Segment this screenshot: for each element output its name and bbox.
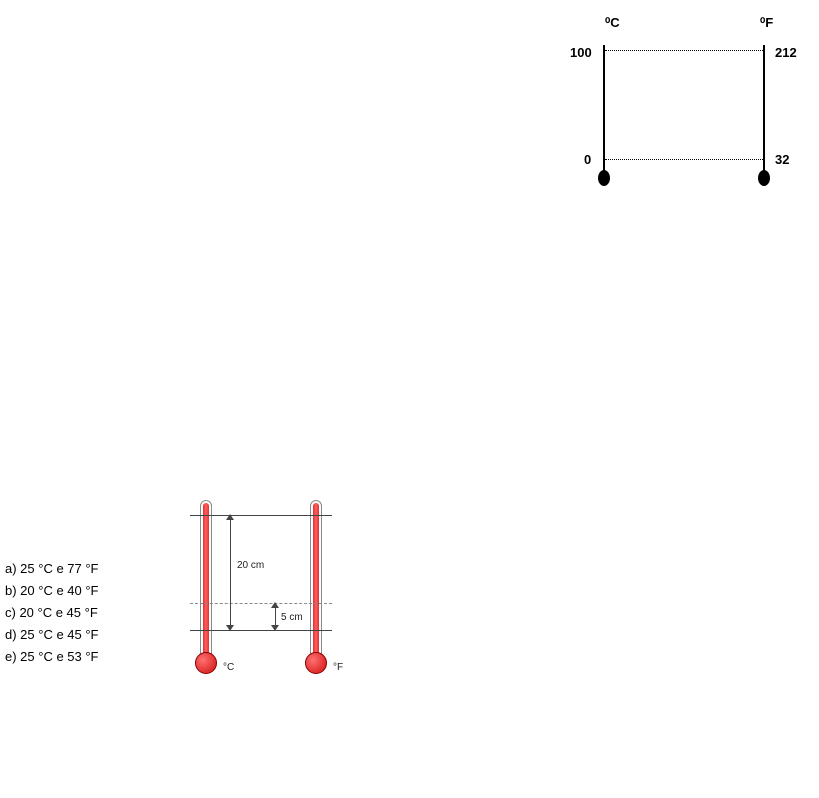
top-reference-line xyxy=(605,50,763,51)
thermometer-question-block: a) 25 °C e 77 °F b) 20 °C e 40 °F c) 20 … xyxy=(5,530,405,720)
fahrenheit-stem xyxy=(763,45,765,180)
fahrenheit-bulb xyxy=(758,170,770,186)
option-b: b) 20 °C e 40 °F xyxy=(5,580,99,602)
fahrenheit-unit-label: ⁰F xyxy=(760,15,773,31)
celsius-top-value: 100 xyxy=(570,45,592,60)
celsius-bulb xyxy=(598,170,610,186)
celsius-fahrenheit-scale-diagram: ⁰C ⁰F 100 0 212 32 xyxy=(570,15,800,195)
total-measure-line xyxy=(230,518,231,628)
fahrenheit-bottom-value: 32 xyxy=(775,152,789,167)
bottom-solid-line xyxy=(190,630,332,631)
option-a: a) 25 °C e 77 °F xyxy=(5,558,99,580)
fahrenheit-top-value: 212 xyxy=(775,45,797,60)
partial-measure-label: 5 cm xyxy=(281,612,303,623)
partial-measure-arrow-down xyxy=(271,625,279,631)
total-measure-arrow-up xyxy=(226,514,234,520)
total-measure-label: 20 cm xyxy=(237,560,264,571)
bottom-reference-line xyxy=(605,159,763,160)
fahrenheit-bulb-red xyxy=(305,652,327,674)
celsius-unit-label: ⁰C xyxy=(605,15,620,31)
celsius-fill xyxy=(203,503,209,660)
fahrenheit-fill xyxy=(313,503,319,660)
celsius-bulb-red xyxy=(195,652,217,674)
total-measure-arrow-down xyxy=(226,625,234,631)
fahrenheit-unit-small: °F xyxy=(333,662,343,673)
top-solid-line xyxy=(190,515,332,516)
celsius-bottom-value: 0 xyxy=(584,152,591,167)
partial-measure-arrow-up xyxy=(271,602,279,608)
middle-dash-line xyxy=(190,603,332,604)
option-e: e) 25 °C e 53 °F xyxy=(5,646,99,668)
option-c: c) 20 °C e 45 °F xyxy=(5,602,99,624)
red-thermometers-diagram: °C °F 20 cm 5 cm xyxy=(185,500,375,710)
option-d: d) 25 °C e 45 °F xyxy=(5,624,99,646)
answer-options: a) 25 °C e 77 °F b) 20 °C e 40 °F c) 20 … xyxy=(5,558,99,668)
celsius-unit-small: °C xyxy=(223,662,234,673)
